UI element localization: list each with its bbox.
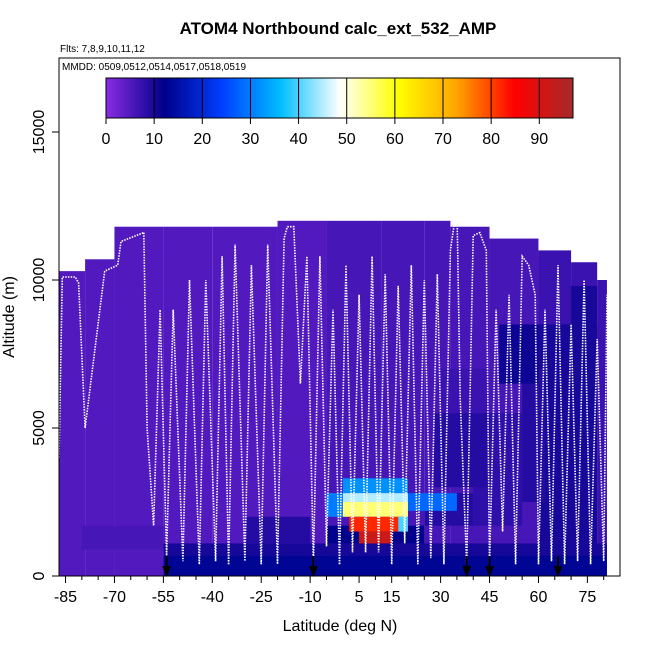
chart-title: ATOM4 Northbound calc_ext_532_AMP bbox=[180, 19, 497, 38]
heat-patch-2 bbox=[81, 525, 164, 550]
colorbar-gradient bbox=[105, 77, 574, 119]
colorbar-tick-label-9: 90 bbox=[530, 131, 548, 148]
flight-track-13 bbox=[443, 205, 468, 565]
plot-frame bbox=[58, 57, 621, 577]
heat-column-13 bbox=[597, 280, 607, 576]
heat-patch-1 bbox=[163, 543, 607, 556]
y-tick-label-3: 15000 bbox=[31, 110, 48, 155]
arrow-marker-2 bbox=[462, 556, 472, 577]
arrow-marker-0 bbox=[162, 556, 172, 577]
y-tick-label-0: 0 bbox=[31, 571, 48, 580]
heat-patch-18 bbox=[326, 493, 343, 517]
heat-patch-15 bbox=[349, 516, 399, 532]
arrow-marker-4 bbox=[553, 556, 563, 577]
y-axis: 0 5000 10000 15000 bbox=[31, 110, 59, 580]
dates-subtitle: MMDD: 0509,0512,0514,0517,0518,0519 bbox=[62, 62, 246, 73]
flight-track-0 bbox=[59, 276, 86, 458]
arrow-marker-3 bbox=[485, 556, 495, 577]
heat-patch-17 bbox=[398, 516, 408, 532]
flight-track-8 bbox=[312, 256, 341, 565]
arrow-markers bbox=[162, 556, 563, 577]
x-tick-label-11: 75 bbox=[578, 589, 596, 606]
heat-patch-16 bbox=[359, 531, 392, 544]
flight-track-12 bbox=[417, 274, 445, 565]
x-tick-label-7: 15 bbox=[383, 589, 401, 606]
flight-track-17 bbox=[537, 265, 566, 565]
heat-patch-7 bbox=[440, 368, 490, 414]
heat-patch-13 bbox=[342, 493, 408, 502]
flight-track-19 bbox=[589, 294, 608, 565]
colorbar: 0 10 20 30 40 50 60 70 80 90 bbox=[102, 77, 574, 148]
x-tick-label-0: -85 bbox=[54, 589, 77, 606]
y-tick-label-2: 10000 bbox=[31, 258, 48, 303]
flight-track-3 bbox=[165, 279, 201, 565]
colorbar-tick-label-1: 10 bbox=[145, 131, 163, 148]
flight-track-5 bbox=[227, 244, 262, 565]
flight-track-4 bbox=[198, 256, 230, 565]
heat-patch-0 bbox=[163, 555, 607, 576]
flight-track-2 bbox=[143, 232, 168, 556]
x-tick-label-8: 30 bbox=[432, 589, 450, 606]
x-axis: -85 -70 -55 -40 -25 -10 5 15 30 45 60 75 bbox=[54, 576, 605, 606]
flight-track-1 bbox=[84, 231, 145, 429]
x-tick-label-6: 5 bbox=[355, 589, 364, 606]
colorbar-tick-label-4: 40 bbox=[290, 131, 308, 148]
colorbar-tick-label-6: 60 bbox=[386, 131, 404, 148]
x-tick-label-10: 60 bbox=[530, 589, 548, 606]
arrow-marker-1 bbox=[308, 556, 318, 577]
heat-column-2 bbox=[114, 226, 164, 576]
x-tick-label-2: -55 bbox=[152, 589, 175, 606]
flights-subtitle: Flts: 7,8,9,10,11,12 bbox=[60, 44, 145, 55]
x-tick-label-3: -40 bbox=[201, 589, 224, 606]
colorbar-tick-label-0: 0 bbox=[102, 131, 111, 148]
flight-track-6 bbox=[260, 226, 289, 565]
x-axis-label: Latitude (deg N) bbox=[283, 618, 398, 635]
flight-track-9 bbox=[338, 265, 367, 565]
colorbar-tick-label-5: 50 bbox=[338, 131, 356, 148]
heat-patch-10 bbox=[571, 285, 598, 354]
colorbar-tick-label-7: 70 bbox=[434, 131, 452, 148]
heat-patch-14 bbox=[342, 502, 408, 517]
colorbar-tick-label-3: 30 bbox=[242, 131, 260, 148]
flight-track-14 bbox=[465, 231, 491, 565]
x-tick-label-9: 45 bbox=[481, 589, 499, 606]
flight-track-10 bbox=[364, 256, 393, 565]
colorbar-tick-label-8: 80 bbox=[482, 131, 500, 148]
flight-track-18 bbox=[563, 279, 592, 565]
heat-column-0 bbox=[59, 271, 86, 576]
heatmap-cells bbox=[59, 220, 607, 576]
x-tick-label-1: -70 bbox=[103, 589, 126, 606]
x-tick-label-4: -25 bbox=[250, 589, 273, 606]
x-tick-label-5: -10 bbox=[299, 589, 322, 606]
flight-track-11 bbox=[390, 265, 419, 565]
heat-patch-9 bbox=[522, 368, 545, 502]
flight-tracks bbox=[59, 205, 608, 565]
flight-track-16 bbox=[514, 253, 540, 565]
y-axis-label: Altitude (m) bbox=[1, 276, 18, 358]
heat-patch-12 bbox=[342, 478, 408, 494]
colorbar-tick-label-2: 20 bbox=[193, 131, 211, 148]
y-tick-label-1: 5000 bbox=[31, 410, 48, 446]
